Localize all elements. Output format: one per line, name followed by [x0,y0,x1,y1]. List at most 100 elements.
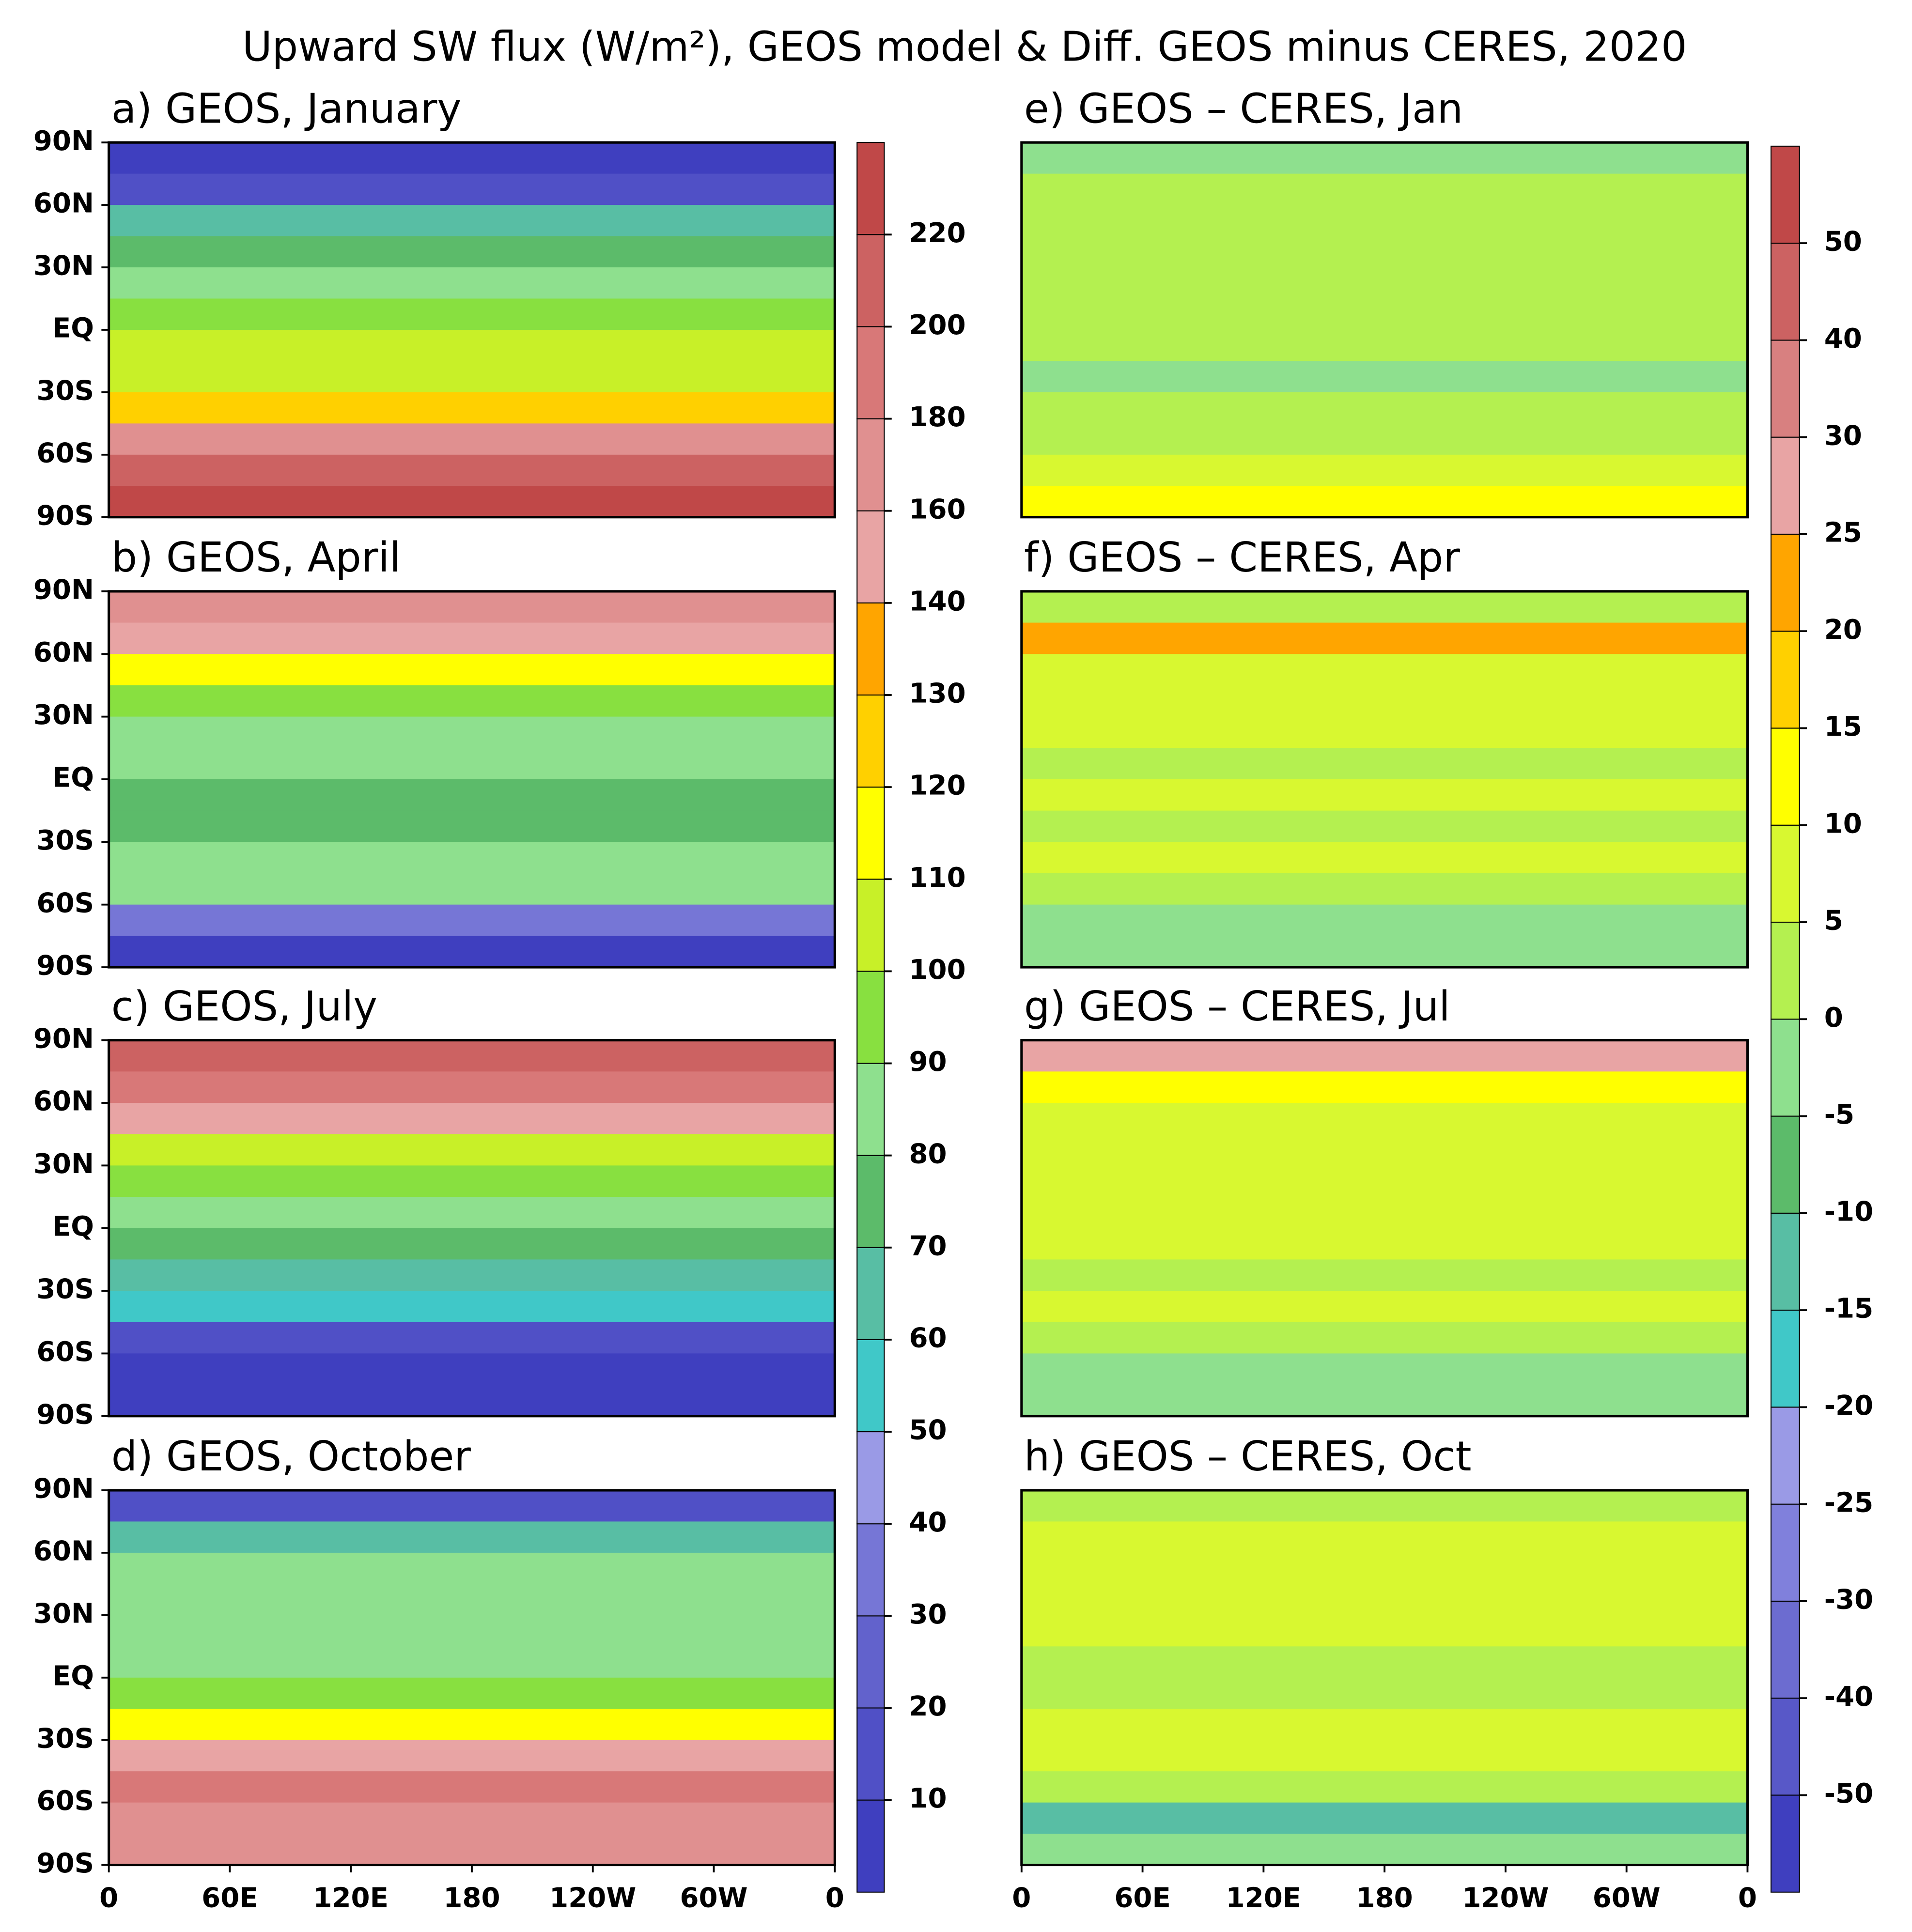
zonal-band [1021,1322,1748,1354]
zonal-band [1021,1385,1748,1417]
zonal-band [1021,1259,1748,1292]
zonal-band [109,173,835,206]
y-tick-label: 90S [36,1399,94,1430]
colorbar-label: 140 [909,586,965,617]
zonal-band [1021,1771,1748,1803]
colorbar-band [1770,824,1800,923]
zonal-band [1021,779,1748,811]
colorbar-label: 100 [909,954,965,986]
colorbar-band [856,1155,885,1248]
colorbar-band [1770,1310,1800,1408]
panel-title: b) GEOS, April [111,534,401,581]
colorbar-band [1770,340,1800,438]
zonal-band [109,1385,835,1417]
y-tick-label: 30N [33,1598,94,1629]
zonal-band [109,873,835,905]
colorbar-label: 130 [909,678,965,710]
x-tick-label: 120E [313,1883,389,1914]
colorbar-band [1770,1406,1800,1505]
colorbar-label: 30 [1824,420,1862,451]
colorbar-label: 5 [1824,905,1843,937]
x-tick-label: 60E [1114,1883,1171,1914]
y-tick-label: EQ [52,762,94,794]
zonal-band [1021,1197,1748,1229]
zonal-band [109,1584,835,1616]
colorbar-label: 15 [1824,711,1862,742]
colorbar-label: 160 [909,494,965,525]
zonal-band [109,842,835,874]
zonal-band [1021,298,1748,331]
colorbar-label: 30 [909,1599,947,1630]
zonal-band [1021,842,1748,874]
zonal-band [109,1071,835,1104]
x-tick-label: 0 [1738,1883,1757,1914]
zonal-band [109,1771,835,1803]
colorbar-band [1770,1503,1800,1602]
zonal-band [109,1740,835,1772]
x-tick-label: 120E [1226,1883,1302,1914]
zonal-band [109,298,835,331]
zonal-band [109,454,835,487]
zonal-band [109,423,835,456]
colorbar-band [856,602,885,696]
y-tick-label: 30S [36,825,94,856]
colorbar-label: 180 [909,402,965,433]
y-tick-label: 30S [36,1723,94,1754]
colorbar-band [1770,533,1800,632]
colorbar-band [1770,1600,1800,1699]
x-tick-label: 120W [1462,1883,1549,1914]
colorbar-band [856,1247,885,1340]
colorbar-band [856,1799,885,1893]
y-tick-label: 30N [33,1148,94,1180]
zonal-band [1021,267,1748,299]
zonal-band [1021,1552,1748,1585]
zonal-band [1021,1228,1748,1260]
zonal-band [1021,1490,1748,1522]
colorbar-label: 20 [909,1691,947,1722]
zonal-band [109,1228,835,1260]
colorbar-label: 0 [1824,1002,1843,1034]
zonal-band [109,361,835,393]
colorbar-label: 10 [1824,808,1862,839]
zonal-band [109,1134,835,1166]
colorbar-label: 110 [909,862,965,894]
colorbar-band [1770,1212,1800,1311]
zonal-band [1021,1802,1748,1835]
colorbar-label: 60 [909,1323,947,1354]
colorbar-label: -20 [1824,1390,1873,1422]
zonal-band [1021,486,1748,518]
zonal-band [109,1709,835,1741]
zonal-band [1021,1584,1748,1616]
zonal-band [1021,1740,1748,1772]
zonal-band [1021,454,1748,487]
y-tick-label: 60N [33,1086,94,1117]
colorbar-label: 40 [1824,323,1862,355]
zonal-band [109,1040,835,1072]
x-tick-label: 180 [1356,1883,1413,1914]
zonal-band [1021,1677,1748,1710]
colorbar-band [1770,921,1800,1020]
zonal-band [1021,392,1748,424]
y-tick-label: 30S [36,1274,94,1305]
colorbar-band [856,418,885,511]
y-tick-label: 60S [36,1336,94,1368]
colorbar-band [856,1615,885,1709]
zonal-band [1021,591,1748,623]
x-tick-label: 60E [202,1883,258,1914]
y-tick-label: 90N [33,1473,94,1505]
colorbar-band [1770,1698,1800,1796]
zonal-band [1021,361,1748,393]
y-tick-label: EQ [52,313,94,344]
colorbar-label: 70 [909,1230,947,1262]
y-tick-label: 90N [33,1023,94,1054]
zonal-band [109,1802,835,1835]
zonal-band [109,1552,835,1585]
zonal-band [109,142,835,174]
y-tick-label: 60S [36,437,94,469]
x-tick-label: 0 [825,1883,844,1914]
colorbar-band [856,879,885,972]
map-frame [1020,141,1749,519]
zonal-band [1021,142,1748,174]
y-tick-label: 60N [33,188,94,219]
